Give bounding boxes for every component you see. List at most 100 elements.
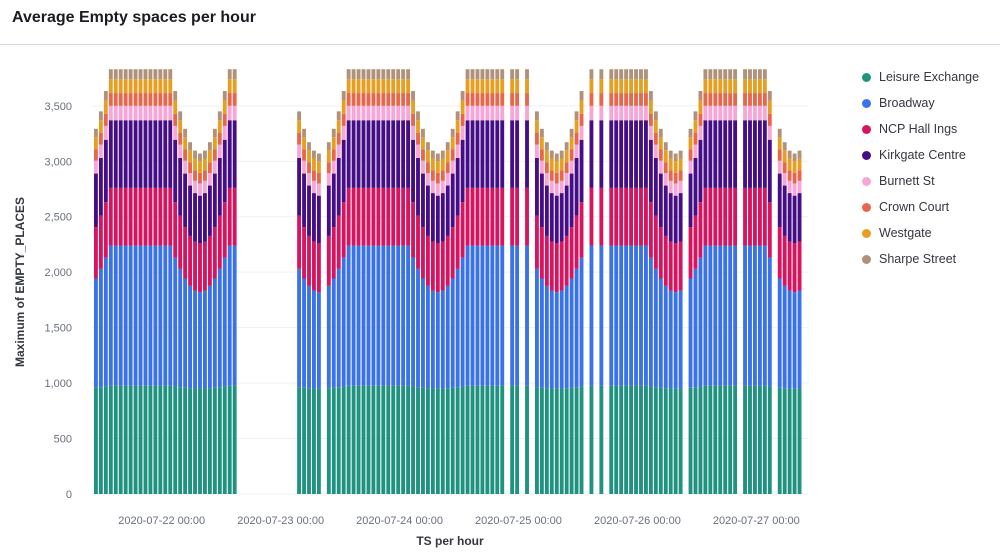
bar-segment — [658, 149, 663, 161]
legend-item[interactable]: Broadway — [862, 90, 979, 116]
bar-segment — [733, 187, 738, 246]
bar-segment — [133, 245, 138, 386]
bar-segment — [227, 79, 232, 94]
bar-segment — [713, 105, 718, 121]
bar-segment — [554, 195, 559, 244]
bar-segment — [113, 69, 118, 80]
bar-segment — [728, 385, 733, 494]
bar-segment — [465, 105, 470, 121]
bar-segment — [222, 125, 227, 140]
bar-segment — [653, 144, 658, 158]
bar-segment — [421, 128, 425, 138]
bar-segment — [723, 69, 728, 80]
bar-segment — [559, 150, 564, 159]
bar-segment — [698, 125, 703, 140]
bar-segment — [792, 195, 797, 244]
bar-segment — [217, 268, 222, 388]
bar-segment — [386, 79, 391, 94]
bar-segment — [173, 100, 178, 114]
bar-segment — [381, 120, 386, 188]
legend-item[interactable]: Crown Court — [862, 194, 979, 220]
bar-segment — [500, 69, 505, 80]
bar-segment — [401, 93, 406, 106]
bar-segment — [371, 120, 376, 188]
bar-segment — [113, 105, 118, 121]
bar-segment — [118, 79, 123, 94]
bar-segment — [133, 385, 138, 494]
bar-segment — [297, 111, 302, 121]
bar-segment — [386, 93, 391, 106]
bar-segment — [173, 139, 178, 203]
bar-segment — [123, 120, 128, 188]
bar-segment — [430, 170, 435, 181]
bar-segment — [757, 245, 762, 386]
legend-item[interactable]: Sharpe Street — [862, 246, 979, 272]
legend-item[interactable]: Kirkgate Centre — [862, 142, 979, 168]
legend-item[interactable]: Burnett St — [862, 168, 979, 194]
bar-segment — [440, 241, 445, 291]
bar-segment — [148, 69, 153, 80]
bar-segment — [465, 187, 470, 246]
bar-segment — [178, 157, 183, 216]
bar-segment — [525, 79, 529, 94]
bar-segment — [564, 185, 569, 236]
bar-segment — [203, 150, 207, 159]
bar-segment — [302, 160, 306, 174]
bar-segment — [614, 385, 619, 494]
bar-segment — [490, 385, 495, 494]
bar-segment — [123, 93, 128, 106]
bar-segment — [539, 128, 544, 138]
bar-segment — [644, 79, 648, 94]
bar-segment — [416, 387, 420, 494]
bar-segment — [549, 150, 554, 159]
bar-segment — [480, 105, 485, 121]
bar-segment — [723, 93, 728, 106]
bar-segment — [94, 149, 98, 161]
bar-segment — [133, 69, 138, 80]
bar-segment — [792, 161, 797, 173]
bar-segment — [589, 385, 594, 494]
bar-segment — [435, 195, 440, 244]
bar-segment — [757, 120, 762, 188]
bar-segment — [609, 69, 614, 80]
bar-segment — [371, 187, 376, 246]
legend-item[interactable]: Westgate — [862, 220, 979, 246]
bar-segment — [113, 245, 118, 386]
bar-segment — [753, 105, 757, 121]
bar-segment — [673, 388, 678, 494]
legend-item[interactable]: NCP Hall Ings — [862, 116, 979, 142]
bar-segment — [297, 157, 302, 216]
bar-segment — [668, 180, 673, 194]
bar-segment — [539, 173, 544, 228]
bar-segment — [748, 187, 752, 246]
bar-segment — [510, 93, 515, 106]
bar-segment — [777, 160, 782, 174]
bar-segment — [797, 180, 802, 194]
bar-segment — [98, 144, 103, 158]
bar-segment — [678, 388, 683, 494]
bar-segment — [173, 386, 178, 494]
bar-segment — [341, 202, 346, 258]
bar-segment — [634, 93, 638, 106]
bar-segment — [188, 235, 193, 286]
bar-segment — [361, 245, 366, 386]
bar-segment — [460, 100, 465, 114]
bar-segment — [544, 162, 549, 174]
legend-item[interactable]: Leisure Exchange — [862, 64, 979, 90]
bar-segment — [490, 93, 495, 106]
bar-segment — [440, 180, 445, 194]
bar-segment — [232, 105, 237, 121]
bar-segment — [619, 120, 624, 188]
bar-segment — [188, 142, 193, 151]
bar-segment — [128, 105, 133, 121]
bar-segment — [480, 120, 485, 188]
bar-segment — [163, 187, 168, 246]
bar-segment — [465, 385, 470, 494]
bar-segment — [658, 137, 663, 150]
bar-segment — [366, 245, 371, 386]
bar-segment — [653, 157, 658, 216]
bar-segment — [158, 69, 163, 80]
bar-segment — [574, 132, 579, 145]
bar-segment — [316, 153, 321, 162]
bar-segment — [103, 113, 108, 126]
